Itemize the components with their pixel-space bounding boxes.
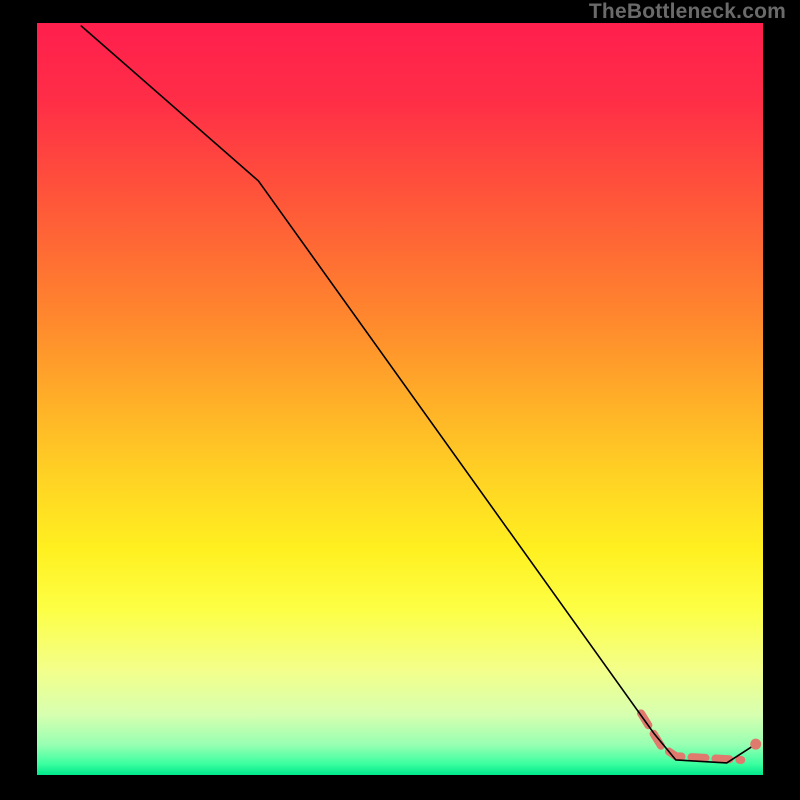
plot-area xyxy=(37,23,763,775)
chart-stage: TheBottleneck.com xyxy=(0,0,800,800)
watermark-text: TheBottleneck.com xyxy=(589,0,786,24)
end-marker xyxy=(750,739,761,750)
chart-svg xyxy=(0,0,800,800)
